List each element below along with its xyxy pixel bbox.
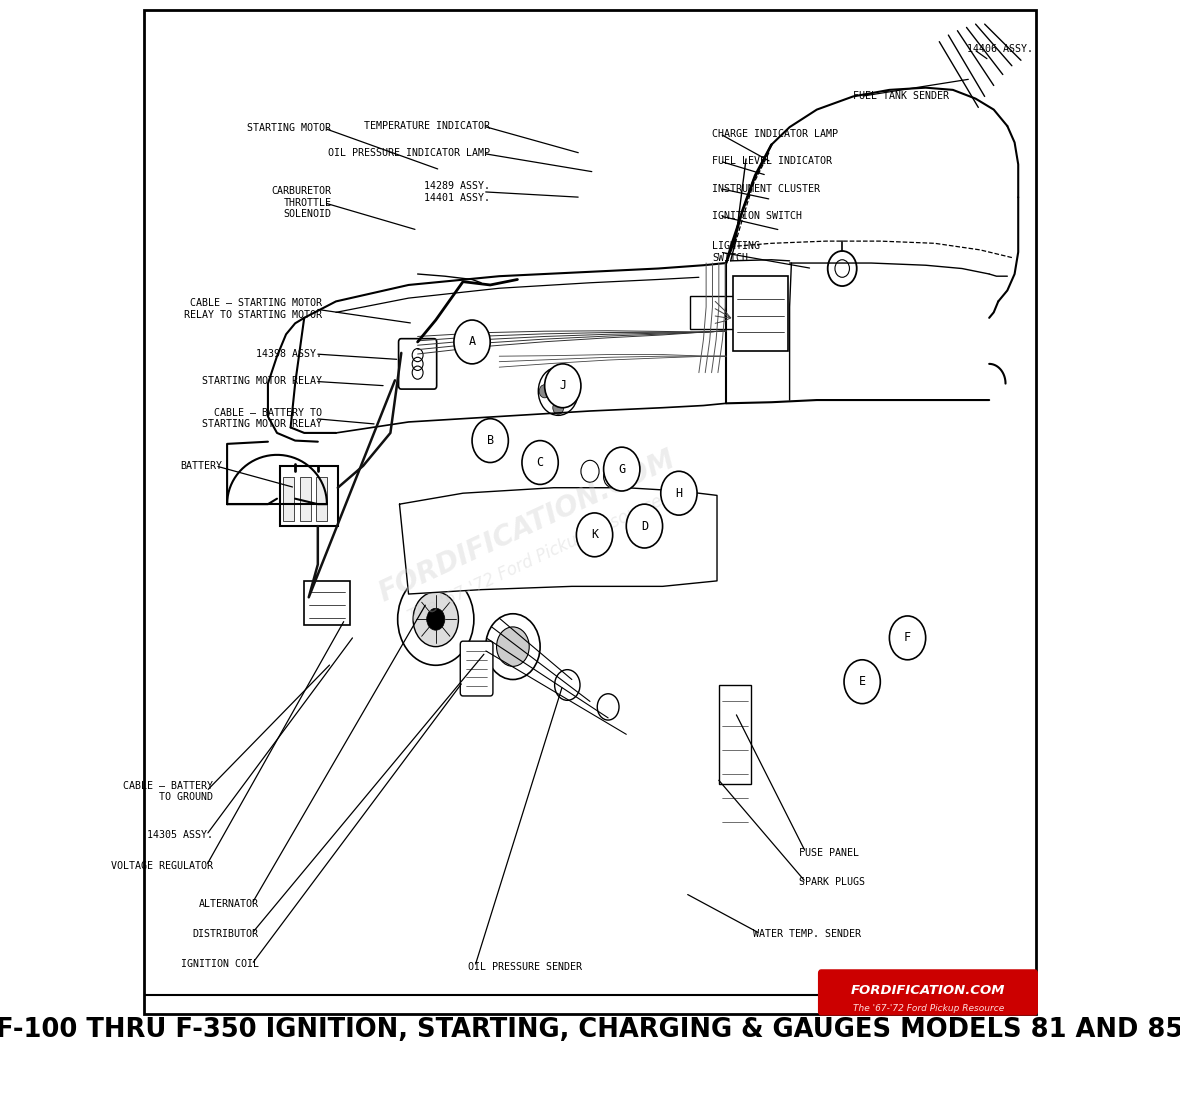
Text: STARTING MOTOR RELAY: STARTING MOTOR RELAY — [202, 376, 322, 387]
Text: A: A — [468, 335, 476, 349]
Text: INSTRUMENT CLUSTER: INSTRUMENT CLUSTER — [713, 183, 820, 194]
Circle shape — [552, 368, 564, 381]
Text: H: H — [675, 487, 682, 500]
FancyBboxPatch shape — [316, 477, 327, 521]
Circle shape — [522, 441, 558, 484]
Text: IGNITION COIL: IGNITION COIL — [181, 959, 258, 970]
Circle shape — [576, 513, 612, 557]
Circle shape — [427, 608, 445, 630]
FancyBboxPatch shape — [460, 641, 493, 696]
Text: CARBURETOR
THROTTLE
SOLENOID: CARBURETOR THROTTLE SOLENOID — [271, 186, 332, 219]
FancyBboxPatch shape — [280, 466, 337, 526]
Circle shape — [627, 504, 663, 548]
FancyBboxPatch shape — [690, 296, 740, 329]
Circle shape — [661, 471, 697, 515]
Circle shape — [413, 592, 459, 647]
Circle shape — [472, 419, 509, 463]
Text: 14398 ASSY.: 14398 ASSY. — [256, 349, 322, 359]
Text: OIL PRESSURE SENDER: OIL PRESSURE SENDER — [467, 961, 582, 972]
Text: 14406 ASSY.: 14406 ASSY. — [966, 44, 1032, 55]
Circle shape — [890, 616, 925, 660]
FancyBboxPatch shape — [719, 685, 752, 784]
Text: FUEL TANK SENDER: FUEL TANK SENDER — [853, 91, 949, 102]
FancyBboxPatch shape — [283, 477, 294, 521]
Polygon shape — [400, 488, 717, 594]
FancyBboxPatch shape — [733, 276, 788, 351]
FancyBboxPatch shape — [399, 339, 437, 389]
Text: STARTING MOTOR: STARTING MOTOR — [248, 123, 332, 134]
Circle shape — [566, 385, 577, 398]
Text: FUEL LEVEL INDICATOR: FUEL LEVEL INDICATOR — [713, 156, 832, 167]
Text: B: B — [486, 434, 493, 447]
Circle shape — [545, 364, 581, 408]
Circle shape — [581, 460, 599, 482]
Circle shape — [398, 573, 474, 665]
Text: FUSE PANEL: FUSE PANEL — [799, 847, 859, 858]
Circle shape — [827, 251, 857, 286]
Text: D: D — [641, 520, 648, 533]
Text: J: J — [559, 379, 566, 392]
Text: WATER TEMP. SENDER: WATER TEMP. SENDER — [753, 928, 861, 939]
Text: BATTERY: BATTERY — [181, 460, 223, 471]
Text: OIL PRESSURE INDICATOR LAMP: OIL PRESSURE INDICATOR LAMP — [328, 148, 490, 159]
FancyBboxPatch shape — [819, 970, 1037, 1015]
Text: C: C — [537, 456, 544, 469]
Text: K: K — [591, 528, 598, 541]
Circle shape — [552, 401, 564, 414]
Circle shape — [497, 627, 529, 666]
Text: IGNITION SWITCH: IGNITION SWITCH — [713, 210, 802, 221]
Text: F-100 THRU F-350 IGNITION, STARTING, CHARGING & GAUGES MODELS 81 AND 85: F-100 THRU F-350 IGNITION, STARTING, CHA… — [0, 1017, 1180, 1043]
FancyBboxPatch shape — [304, 581, 349, 625]
Text: CABLE – STARTING MOTOR
RELAY TO STARTING MOTOR: CABLE – STARTING MOTOR RELAY TO STARTING… — [184, 298, 322, 320]
Text: F: F — [904, 631, 911, 644]
Circle shape — [486, 614, 540, 680]
Circle shape — [454, 320, 490, 364]
Text: LIGHTING
SWITCH: LIGHTING SWITCH — [713, 241, 760, 263]
Circle shape — [597, 694, 620, 720]
Text: VOLTAGE REGULATOR: VOLTAGE REGULATOR — [111, 860, 214, 871]
Text: The '67-'72 Ford Pickup Resource: The '67-'72 Ford Pickup Resource — [406, 492, 666, 626]
Circle shape — [604, 447, 640, 491]
Circle shape — [538, 367, 578, 415]
Text: G: G — [618, 463, 625, 476]
Text: 14289 ASSY.
14401 ASSY.: 14289 ASSY. 14401 ASSY. — [424, 181, 490, 203]
Circle shape — [539, 385, 550, 398]
Text: The '67-'72 Ford Pickup Resource: The '67-'72 Ford Pickup Resource — [853, 1004, 1004, 1013]
Text: DISTRIBUTOR: DISTRIBUTOR — [192, 928, 258, 939]
Text: FORDIFICATION.COM: FORDIFICATION.COM — [374, 445, 680, 607]
Text: 14305 ASSY.: 14305 ASSY. — [148, 830, 214, 841]
Text: CABLE – BATTERY TO
STARTING MOTOR RELAY: CABLE – BATTERY TO STARTING MOTOR RELAY — [202, 408, 322, 430]
Text: E: E — [859, 675, 866, 688]
Text: TEMPERATURE INDICATOR: TEMPERATURE INDICATOR — [365, 121, 490, 132]
Circle shape — [844, 660, 880, 704]
Text: FORDIFICATION.COM: FORDIFICATION.COM — [851, 984, 1005, 997]
Text: SPARK PLUGS: SPARK PLUGS — [799, 877, 865, 888]
Circle shape — [604, 466, 622, 488]
Text: ALTERNATOR: ALTERNATOR — [199, 899, 258, 910]
Text: CHARGE INDICATOR LAMP: CHARGE INDICATOR LAMP — [713, 128, 839, 139]
Text: CABLE – BATTERY
TO GROUND: CABLE – BATTERY TO GROUND — [124, 780, 214, 802]
Circle shape — [555, 670, 581, 700]
FancyBboxPatch shape — [300, 477, 310, 521]
